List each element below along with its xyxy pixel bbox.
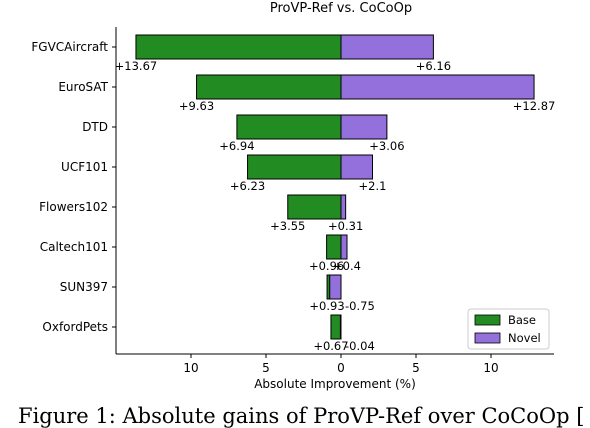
label-novel-oxfordpets: -0.04: [345, 339, 375, 353]
data-labels-group: +13.67 +6.16 +9.63 +12.87 +6.94 +3.06 +6.23 +2.…: [115, 59, 556, 353]
label-novel-sun397: -0.75: [345, 299, 375, 313]
legend-label-novel: Novel: [508, 331, 541, 345]
y-tick-label-fgvcaircraft: FGVCAircraft: [31, 40, 108, 54]
bar-novel-dtd: [340, 114, 388, 140]
legend-swatch-novel: [474, 332, 501, 344]
label-base-oxfordpets: +0.67: [313, 339, 348, 353]
y-tick-label-oxfordpets: OxfordPets: [42, 320, 108, 334]
x-tick-label: 5: [412, 361, 420, 375]
label-novel-eurosat: +12.87: [513, 99, 556, 113]
bar-base-fgvcaircraft: [135, 34, 342, 60]
label-base-sun397: +0.93: [309, 299, 344, 313]
legend-label-base: Base: [508, 313, 536, 327]
bar-novel-eurosat: [340, 74, 535, 100]
bar-base-dtd: [236, 114, 342, 140]
label-base-fgvcaircraft: +13.67: [115, 59, 158, 73]
x-axis-label: Absolute Improvement (%): [254, 377, 416, 391]
bars-group: [135, 34, 535, 340]
label-novel-flowers102: +0.31: [328, 219, 363, 233]
label-novel-dtd: +3.06: [369, 139, 404, 153]
x-tick-label: 10: [183, 361, 198, 375]
y-tick-label-eurosat: EuroSAT: [58, 80, 108, 94]
y-tick-label-flowers102: Flowers102: [39, 200, 108, 214]
x-tick-label: 0: [337, 361, 345, 375]
x-tick-label: 10: [483, 361, 498, 375]
chart: ProVP-Ref vs. CoCoOp +13.67 +6.16 +9.63 +12…: [31, 1, 556, 391]
label-base-eurosat: +9.63: [179, 99, 214, 113]
chart-title: ProVP-Ref vs. CoCoOp: [270, 1, 412, 16]
label-base-caltech101: +0.96: [309, 259, 344, 273]
legend-swatch-base: [474, 314, 501, 326]
legend: Base Novel: [467, 308, 550, 350]
bar-base-ucf101: [247, 154, 342, 180]
bar-base-eurosat: [196, 74, 342, 100]
bar-novel-flowers102: [340, 194, 347, 220]
bar-novel-fgvcaircraft: [340, 34, 434, 60]
label-novel-caltech101: +0.4: [333, 259, 361, 273]
label-base-flowers102: +3.55: [270, 219, 305, 233]
y-tick-label-ucf101: UCF101: [61, 160, 108, 174]
bar-novel-oxfordpets: [339, 314, 342, 340]
figure-caption: Figure 1: Absolute gains of ProVP-Ref ov…: [18, 404, 585, 428]
bar-novel-caltech101: [340, 234, 348, 260]
x-tick-labels: 10 5 0 5 10: [183, 354, 499, 375]
y-tick-label-caltech101: Caltech101: [40, 240, 108, 254]
y-tick-label-dtd: DTD: [82, 120, 108, 134]
bar-base-caltech101: [326, 234, 342, 260]
label-novel-fgvcaircraft: +6.16: [416, 59, 451, 73]
bar-base-flowers102: [287, 194, 342, 220]
label-base-dtd: +6.94: [219, 139, 254, 153]
x-tick-label: 5: [262, 361, 270, 375]
y-tick-labels: FGVCAircraft EuroSAT DTD UCF101 Flowers102 Ca…: [31, 40, 116, 334]
label-base-ucf101: +6.23: [230, 179, 265, 193]
bar-novel-ucf101: [340, 154, 373, 180]
y-tick-label-sun397: SUN397: [60, 280, 108, 294]
bar-novel-sun397: [329, 274, 342, 300]
bar-base-oxfordpets: [330, 314, 342, 340]
label-novel-ucf101: +2.1: [359, 179, 387, 193]
